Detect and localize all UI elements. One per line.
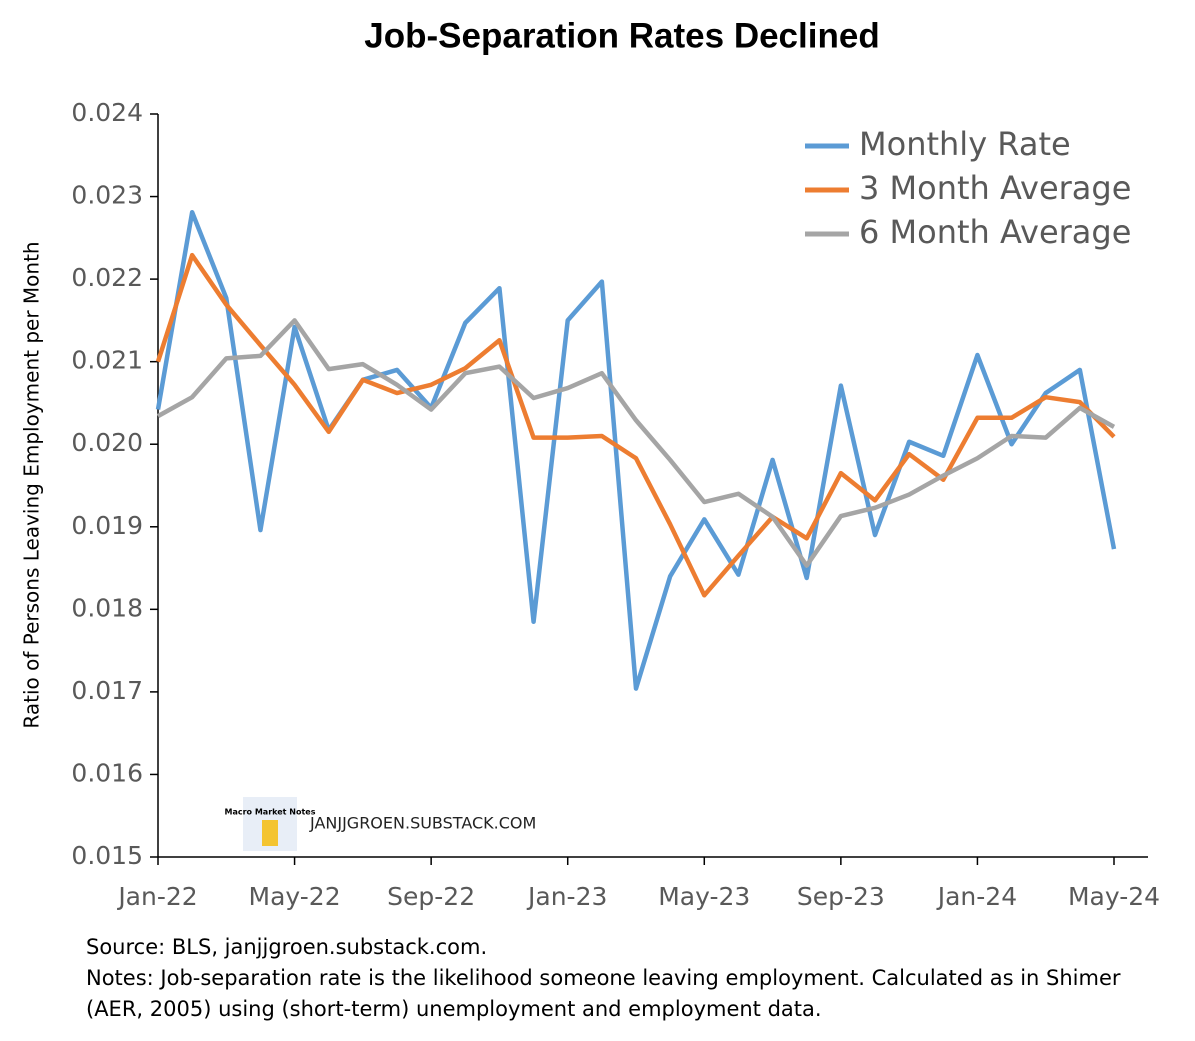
- watermark: JANJJGROEN.SUBSTACK.COM: [309, 814, 536, 833]
- chart-title: Job-Separation Rates Declined: [364, 16, 879, 55]
- x-tick-label: Jan-22: [116, 882, 197, 911]
- legend-label: 3 Month Average: [859, 169, 1131, 207]
- notes: Notes: Job-separation rate is the likeli…: [86, 966, 1121, 1021]
- series-line: [155, 252, 1116, 598]
- y-tick-label: 0.024: [71, 98, 143, 127]
- logo-art: [262, 820, 278, 846]
- y-tick-label: 0.023: [71, 181, 143, 210]
- x-tick-label: Sep-23: [797, 882, 885, 911]
- logo-text: Macro Market Notes: [225, 808, 316, 817]
- y-tick-label: 0.016: [71, 758, 143, 787]
- y-tick-label: 0.017: [71, 676, 143, 705]
- y-tick-label: 0.022: [71, 263, 143, 292]
- x-tick-label: May-23: [658, 882, 750, 911]
- y-tick-label: 0.018: [71, 593, 143, 622]
- x-tick-label: Jan-24: [936, 882, 1017, 911]
- y-axis-label: Ratio of Persons Leaving Employment per …: [20, 241, 44, 728]
- series-line: [155, 209, 1117, 691]
- y-tick-label: 0.019: [71, 511, 143, 540]
- legend-label: Monthly Rate: [859, 125, 1071, 163]
- series-line: [156, 318, 1116, 568]
- x-tick-label: Jan-23: [526, 882, 607, 911]
- legend-label: 6 Month Average: [859, 213, 1131, 251]
- chart: Job-Separation Rates Declined Ratio of P…: [20, 16, 1161, 911]
- y-tick-label: 0.020: [71, 428, 143, 457]
- y-tick-label: 0.021: [71, 346, 143, 375]
- x-tick-label: Sep-22: [387, 882, 475, 911]
- y-tick-label: 0.015: [71, 841, 143, 870]
- source: Source: BLS, janjjgroen.substack.com.: [86, 935, 488, 959]
- x-tick-label: May-24: [1068, 882, 1160, 911]
- x-tick-label: May-22: [249, 882, 341, 911]
